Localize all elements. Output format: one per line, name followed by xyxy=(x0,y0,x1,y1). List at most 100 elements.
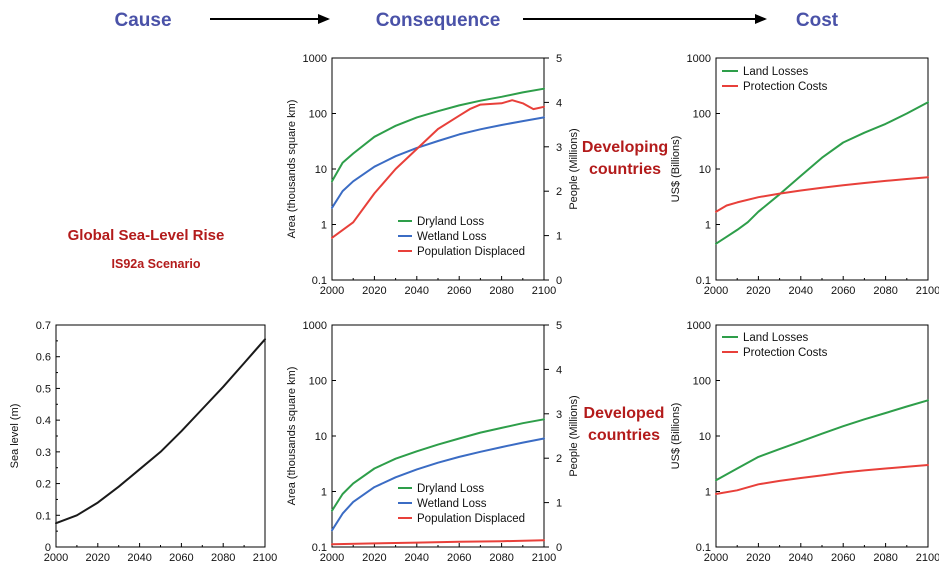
developed-consequence-x-tick-label: 2100 xyxy=(532,552,556,564)
developed-cost-y-tick-label: 1000 xyxy=(687,320,711,332)
developed-consequence-chart: 2000 2020 2040 2060 2080 2100 0.1 1 10 100 1000 0 1 2… xyxy=(286,320,580,564)
developing-consequence-x-tick-label: 2000 xyxy=(320,285,344,297)
developing-consequence-x-tick-label: 2100 xyxy=(532,285,556,297)
developing-cost-x-tick-label: 2060 xyxy=(831,285,855,297)
developing-consequence-y2-tick-label: 4 xyxy=(556,97,562,109)
developing-consequence-y2-tick-label: 2 xyxy=(556,186,562,198)
developed-consequence-y2-axis-label: People (Millions) xyxy=(568,395,580,476)
developed-consequence-y2-tick-label: 1 xyxy=(556,498,562,510)
developing-consequence-y2-tick-label: 5 xyxy=(556,53,562,65)
developing-consequence-legend-dryland-loss: Dryland Loss xyxy=(417,216,484,228)
developed-cost-x-tick-label: 2080 xyxy=(873,552,897,564)
developed-cost-series-land-losses xyxy=(715,399,929,482)
sea-level-chart: 2000 2020 2040 2060 2080 2100 0 0.1 0.2 0.3 0.4 0.5… xyxy=(9,320,277,564)
developing-cost-x-tick-label: 2020 xyxy=(746,285,770,297)
developing-consequence-y-axis-label: Area (thousands square km) xyxy=(286,100,298,239)
developed-cost-y-tick-label: 1 xyxy=(705,487,711,499)
developed-cost-x-tick-label: 2040 xyxy=(789,552,813,564)
sea-level-y-tick-label: 0 xyxy=(45,542,51,554)
sea-level-y-tick-label: 0.3 xyxy=(36,447,51,459)
developing-consequence-y-tick-label: 1000 xyxy=(303,53,327,65)
header-cause: Cause xyxy=(114,10,171,31)
sea-level-x-tick-label: 2000 xyxy=(44,552,68,564)
developing-consequence-y-tick-label: 10 xyxy=(315,164,327,176)
developing-label-line2: countries xyxy=(589,161,661,178)
developing-cost-y-tick-label: 10 xyxy=(699,164,711,176)
developing-consequence-chart: 2000 2020 2040 2060 2080 2100 0.1 1 10 100 1000 0 1 2… xyxy=(286,53,580,297)
developed-cost-x-tick-label: 2000 xyxy=(704,552,728,564)
developing-cost-series-protection-costs xyxy=(715,176,929,213)
developing-cost-x-tick-label: 2000 xyxy=(704,285,728,297)
developed-cost-x-tick-label: 2060 xyxy=(831,552,855,564)
developed-consequence-legend-population-displaced: Population Displaced xyxy=(417,513,525,525)
developed-consequence-x-tick-label: 2040 xyxy=(405,552,429,564)
sea-level-x-tick-label: 2060 xyxy=(169,552,193,564)
developing-consequence-y-tick-label: 100 xyxy=(309,109,327,121)
developed-consequence-y-axis-label: Area (thousands square km) xyxy=(286,367,298,506)
developed-consequence-y2-tick-label: 5 xyxy=(556,320,562,332)
sea-level-y-axis-label: Sea level (m) xyxy=(9,404,21,469)
developed-consequence-x-tick-label: 2060 xyxy=(447,552,471,564)
developing-cost-y-tick-label: 0.1 xyxy=(696,275,711,287)
developed-consequence-legend-dryland-loss: Dryland Loss xyxy=(417,483,484,495)
developing-cost-y-tick-label: 1000 xyxy=(687,53,711,65)
developing-consequence-x-tick-label: 2020 xyxy=(362,285,386,297)
developed-consequence-x-tick-label: 2020 xyxy=(362,552,386,564)
developed-consequence-y-tick-label: 100 xyxy=(309,376,327,388)
developed-cost-chart: 2000 2020 2040 2060 2080 2100 0.1 1 10 100 1000 US$… xyxy=(670,320,939,564)
developing-consequence-x-tick-label: 2080 xyxy=(489,285,513,297)
developing-consequence-legend-wetland-loss: Wetland Loss xyxy=(417,231,487,243)
sea-level-series-sea-level xyxy=(55,338,266,525)
developed-consequence-legend-wetland-loss: Wetland Loss xyxy=(417,498,487,510)
sea-level-y-tick-label: 0.1 xyxy=(36,510,51,522)
developed-consequence-y2-tick-label: 4 xyxy=(556,364,562,376)
developed-consequence-y2-tick-label: 2 xyxy=(556,453,562,465)
developed-cost-y-tick-label: 100 xyxy=(693,376,711,388)
sea-level-y-tick-label: 0.4 xyxy=(36,415,51,427)
developed-label-line2: countries xyxy=(588,427,660,444)
sea-level-x-tick-label: 2040 xyxy=(127,552,151,564)
developing-consequence-x-tick-label: 2040 xyxy=(405,285,429,297)
developed-consequence-y2-tick-label: 3 xyxy=(556,409,562,421)
developed-consequence-y-tick-label: 10 xyxy=(315,431,327,443)
sea-level-x-tick-label: 2020 xyxy=(86,552,110,564)
developed-consequence-series-population-displaced xyxy=(331,539,545,546)
developed-consequence-y2-tick-label: 0 xyxy=(556,542,562,554)
developed-cost-y-tick-label: 10 xyxy=(699,431,711,443)
developing-cost-x-tick-label: 2040 xyxy=(789,285,813,297)
developing-cost-chart: 2000 2020 2040 2060 2080 2100 0.1 1 10 100 1000 US$… xyxy=(670,53,939,297)
developed-cost-x-tick-label: 2100 xyxy=(916,552,939,564)
developing-consequence-y2-tick-label: 0 xyxy=(556,275,562,287)
developed-label-line1: Developed xyxy=(584,405,665,422)
sea-level-frame xyxy=(55,324,266,548)
sea-level-y-tick-label: 0.5 xyxy=(36,383,51,395)
scenario-title: Global Sea-Level Rise xyxy=(68,227,225,244)
developing-consequence-series-dryland-loss xyxy=(331,87,545,183)
sea-level-y-tick-label: 0.6 xyxy=(36,352,51,364)
developing-consequence-y-tick-label: 0.1 xyxy=(312,275,327,287)
sea-level-x-tick-label: 2080 xyxy=(211,552,235,564)
developed-consequence-y-tick-label: 0.1 xyxy=(312,542,327,554)
developed-consequence-y-tick-label: 1 xyxy=(321,487,327,499)
developing-label-line1: Developing xyxy=(582,139,668,156)
developing-consequence-series-population-displaced xyxy=(331,99,545,239)
developing-consequence-legend-population-displaced: Population Displaced xyxy=(417,246,525,258)
header-consequence: Consequence xyxy=(376,10,501,31)
scenario-subtitle: IS92a Scenario xyxy=(112,257,201,271)
developing-cost-x-tick-label: 2080 xyxy=(873,285,897,297)
sea-level-y-tick-label: 0.7 xyxy=(36,320,51,332)
developing-consequence-series-wetland-loss xyxy=(331,116,545,209)
developed-consequence-series-dryland-loss xyxy=(331,418,545,512)
developed-consequence-x-tick-label: 2080 xyxy=(489,552,513,564)
developing-consequence-x-tick-label: 2060 xyxy=(447,285,471,297)
developing-cost-y-axis-label: US$ (Billions) xyxy=(670,136,682,203)
developing-cost-legend-protection-costs: Protection Costs xyxy=(743,81,828,93)
developed-consequence-x-tick-label: 2000 xyxy=(320,552,344,564)
sea-level-y-tick-label: 0.2 xyxy=(36,479,51,491)
developing-cost-series-land-losses xyxy=(715,101,929,245)
developed-cost-series-protection-costs xyxy=(715,464,929,495)
developing-cost-legend-land-losses: Land Losses xyxy=(743,66,808,78)
header-cost: Cost xyxy=(796,10,839,31)
developing-consequence-y2-tick-label: 1 xyxy=(556,231,562,243)
